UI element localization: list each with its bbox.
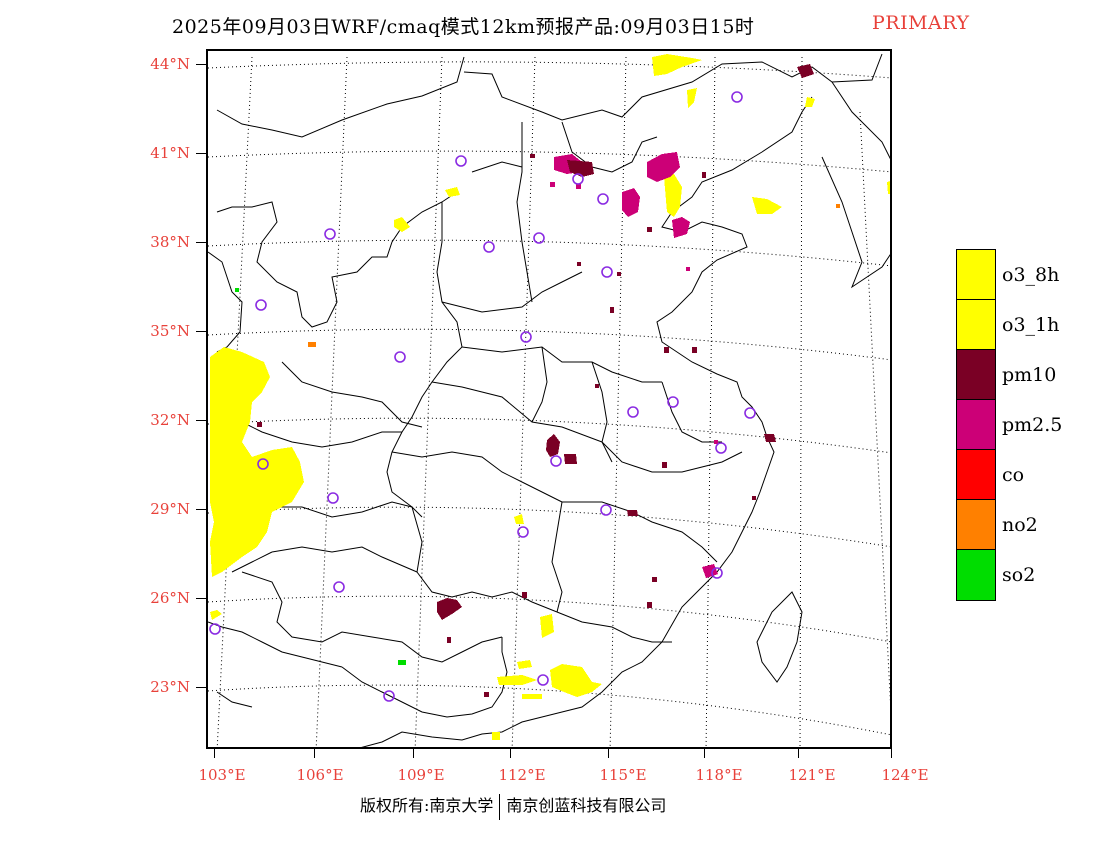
lon-tick — [214, 749, 215, 758]
lon-tick — [510, 749, 511, 758]
legend-swatch-co — [957, 450, 995, 500]
lat-label-38: 38°N — [150, 233, 190, 251]
lat-label-23: 23°N — [150, 678, 190, 696]
lat-tick — [196, 331, 206, 332]
lon-label-103: 103°E — [198, 766, 246, 784]
lon-tick — [704, 749, 705, 758]
lon-label-109: 109°E — [397, 766, 445, 784]
boundary-lines — [208, 53, 890, 747]
map-area — [206, 49, 892, 749]
lon-label-106: 106°E — [296, 766, 344, 784]
lat-label-44: 44°N — [150, 55, 190, 73]
lon-label-121: 121°E — [788, 766, 836, 784]
lon-tick — [314, 749, 315, 758]
lon-tick — [413, 749, 414, 758]
copyright-footer: 版权所有:南京大学 南京创蓝科技有限公司 — [360, 792, 666, 820]
lat-tick — [196, 242, 206, 243]
legend-swatch-o3-8h — [957, 250, 995, 300]
legend-label-o3-1h: o3_1h — [1002, 314, 1060, 336]
lon-tick — [891, 749, 892, 758]
lat-label-26: 26°N — [150, 589, 190, 607]
parallel-grid — [208, 61, 890, 736]
map-title: 2025年09月03日WRF/cmaq模式12km预报产品:09月03日15时 — [172, 16, 755, 38]
lat-tick — [196, 687, 206, 688]
lon-label-112: 112°E — [498, 766, 546, 784]
lat-label-35: 35°N — [150, 322, 190, 340]
legend-label-pm10: pm10 — [1002, 364, 1057, 386]
legend-swatch-o3-1h — [957, 300, 995, 350]
legend-swatch-so2 — [957, 550, 995, 600]
legend-label-pm25: pm2.5 — [1002, 414, 1063, 436]
lat-tick — [196, 64, 206, 65]
lon-tick — [608, 749, 609, 758]
meridian-grid — [216, 56, 890, 747]
pollutant-cells — [210, 54, 890, 740]
lat-label-29: 29°N — [150, 500, 190, 518]
legend-swatch-no2 — [957, 500, 995, 550]
lon-tick — [798, 749, 799, 758]
copyright-right: 南京创蓝科技有限公司 — [506, 796, 667, 815]
copyright-left: 版权所有:南京大学 — [360, 796, 494, 815]
legend-swatch-pm25 — [957, 400, 995, 450]
lat-tick — [196, 420, 206, 421]
legend-label-o3-8h: o3_8h — [1002, 264, 1060, 286]
legend-swatch-pm10 — [957, 350, 995, 400]
lon-label-118: 118°E — [695, 766, 743, 784]
lat-tick — [196, 153, 206, 154]
lat-label-32: 32°N — [150, 411, 190, 429]
legend-label-no2: no2 — [1002, 514, 1038, 536]
map-canvas — [208, 53, 890, 747]
station-markers — [209, 91, 756, 702]
lon-label-124: 124°E — [881, 766, 929, 784]
lat-label-41: 41°N — [150, 144, 190, 162]
pollutant-tag: PRIMARY — [872, 12, 970, 34]
lon-label-115: 115°E — [599, 766, 647, 784]
legend-label-so2: so2 — [1002, 564, 1036, 586]
lat-tick — [196, 509, 206, 510]
title-bar: 2025年09月03日WRF/cmaq模式12km预报产品:09月03日15时 … — [0, 12, 1100, 40]
legend-label-co: co — [1002, 464, 1025, 486]
footer-divider — [499, 793, 501, 820]
legend — [956, 249, 996, 601]
lat-tick — [196, 598, 206, 599]
